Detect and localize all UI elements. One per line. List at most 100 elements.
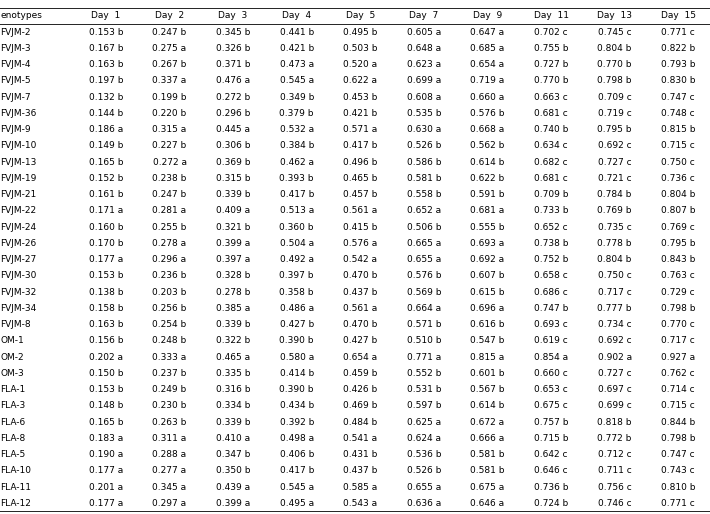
Text: FVJM-30: FVJM-30 bbox=[0, 271, 37, 280]
Text: 0.347 b: 0.347 b bbox=[216, 450, 251, 459]
Text: 0.496 b: 0.496 b bbox=[343, 158, 378, 167]
Text: 0.740 b: 0.740 b bbox=[534, 125, 568, 134]
Text: 0.459 b: 0.459 b bbox=[343, 369, 378, 378]
Text: 0.153 b: 0.153 b bbox=[89, 271, 124, 280]
Text: 0.664 a: 0.664 a bbox=[407, 304, 441, 313]
Text: 0.736 b: 0.736 b bbox=[534, 483, 568, 491]
Text: 0.272 b: 0.272 b bbox=[216, 93, 250, 102]
Text: 0.795 b: 0.795 b bbox=[661, 239, 696, 248]
Text: 0.733 b: 0.733 b bbox=[534, 206, 568, 215]
Text: 0.585 a: 0.585 a bbox=[343, 483, 378, 491]
Text: 0.486 a: 0.486 a bbox=[280, 304, 314, 313]
Text: FVJM-22: FVJM-22 bbox=[0, 206, 36, 215]
Text: 0.503 b: 0.503 b bbox=[343, 44, 378, 53]
Text: 0.177 a: 0.177 a bbox=[89, 255, 123, 264]
Text: 0.608 a: 0.608 a bbox=[407, 93, 441, 102]
Text: 0.220 b: 0.220 b bbox=[153, 109, 187, 118]
Text: 0.665 a: 0.665 a bbox=[407, 239, 441, 248]
Text: 0.328 b: 0.328 b bbox=[216, 271, 251, 280]
Text: 0.526 b: 0.526 b bbox=[407, 141, 441, 150]
Text: 0.531 b: 0.531 b bbox=[407, 385, 441, 394]
Text: 0.675 a: 0.675 a bbox=[470, 483, 505, 491]
Text: 0.682 c: 0.682 c bbox=[534, 158, 568, 167]
Text: 0.660 a: 0.660 a bbox=[470, 93, 505, 102]
Text: FVJM-36: FVJM-36 bbox=[0, 109, 37, 118]
Text: 0.717 c: 0.717 c bbox=[661, 336, 695, 345]
Text: 0.160 b: 0.160 b bbox=[89, 223, 124, 232]
Text: 0.555 b: 0.555 b bbox=[470, 223, 505, 232]
Text: 0.476 a: 0.476 a bbox=[216, 77, 250, 85]
Text: 0.569 b: 0.569 b bbox=[407, 287, 441, 297]
Text: 0.369 b: 0.369 b bbox=[216, 158, 251, 167]
Text: 0.406 b: 0.406 b bbox=[280, 450, 314, 459]
Text: 0.417 b: 0.417 b bbox=[280, 466, 314, 475]
Text: 0.822 b: 0.822 b bbox=[661, 44, 695, 53]
Text: Day  9: Day 9 bbox=[473, 11, 502, 21]
Text: 0.385 a: 0.385 a bbox=[216, 304, 250, 313]
Text: 0.717 c: 0.717 c bbox=[598, 287, 631, 297]
Text: 0.495 a: 0.495 a bbox=[280, 499, 314, 508]
Text: 0.692 c: 0.692 c bbox=[598, 336, 631, 345]
Text: 0.647 a: 0.647 a bbox=[471, 28, 505, 36]
Text: FVJM-9: FVJM-9 bbox=[0, 125, 31, 134]
Text: 0.504 a: 0.504 a bbox=[280, 239, 314, 248]
Text: 0.623 a: 0.623 a bbox=[407, 60, 441, 69]
Text: Day  4: Day 4 bbox=[282, 11, 311, 21]
Text: 0.473 a: 0.473 a bbox=[280, 60, 314, 69]
Text: 0.743 c: 0.743 c bbox=[662, 466, 695, 475]
Text: Day  1: Day 1 bbox=[92, 11, 121, 21]
Text: 0.721 c: 0.721 c bbox=[598, 174, 631, 183]
Text: FLA-11: FLA-11 bbox=[0, 483, 31, 491]
Text: FVJM-27: FVJM-27 bbox=[0, 255, 37, 264]
Text: 0.427 b: 0.427 b bbox=[343, 336, 378, 345]
Text: 0.177 a: 0.177 a bbox=[89, 466, 123, 475]
Text: 0.306 b: 0.306 b bbox=[216, 141, 251, 150]
Text: 0.668 a: 0.668 a bbox=[470, 125, 505, 134]
Text: 0.339 b: 0.339 b bbox=[216, 320, 251, 329]
Text: 0.652 a: 0.652 a bbox=[407, 206, 441, 215]
Text: 0.756 c: 0.756 c bbox=[598, 483, 631, 491]
Text: 0.571 a: 0.571 a bbox=[343, 125, 378, 134]
Text: 0.777 b: 0.777 b bbox=[597, 304, 632, 313]
Text: 0.421 b: 0.421 b bbox=[343, 109, 378, 118]
Text: 0.360 b: 0.360 b bbox=[280, 223, 314, 232]
Text: 0.854 a: 0.854 a bbox=[534, 353, 568, 361]
Text: FLA-1: FLA-1 bbox=[0, 385, 26, 394]
Text: 0.630 a: 0.630 a bbox=[407, 125, 441, 134]
Text: 0.379 b: 0.379 b bbox=[280, 109, 314, 118]
Text: 0.607 b: 0.607 b bbox=[470, 271, 505, 280]
Text: 0.542 a: 0.542 a bbox=[344, 255, 377, 264]
Text: FVJM-10: FVJM-10 bbox=[0, 141, 37, 150]
Text: FLA-3: FLA-3 bbox=[0, 401, 26, 410]
Text: 0.655 a: 0.655 a bbox=[407, 255, 441, 264]
Text: 0.138 b: 0.138 b bbox=[89, 287, 124, 297]
Text: 0.798 b: 0.798 b bbox=[597, 77, 632, 85]
Text: 0.642 c: 0.642 c bbox=[535, 450, 568, 459]
Text: 0.770 c: 0.770 c bbox=[661, 320, 695, 329]
Text: 0.795 b: 0.795 b bbox=[597, 125, 632, 134]
Text: FVJM-7: FVJM-7 bbox=[0, 93, 31, 102]
Text: 0.616 b: 0.616 b bbox=[470, 320, 505, 329]
Text: 0.316 b: 0.316 b bbox=[216, 385, 251, 394]
Text: 0.622 a: 0.622 a bbox=[344, 77, 377, 85]
Text: 0.747 b: 0.747 b bbox=[534, 304, 568, 313]
Text: 0.830 b: 0.830 b bbox=[661, 77, 696, 85]
Text: 0.337 a: 0.337 a bbox=[153, 77, 187, 85]
Text: 0.183 a: 0.183 a bbox=[89, 434, 123, 443]
Text: 0.238 b: 0.238 b bbox=[153, 174, 187, 183]
Text: 0.152 b: 0.152 b bbox=[89, 174, 123, 183]
Text: 0.272 a: 0.272 a bbox=[153, 158, 187, 167]
Text: 0.655 a: 0.655 a bbox=[407, 483, 441, 491]
Text: 0.745 c: 0.745 c bbox=[598, 28, 631, 36]
Text: 0.393 b: 0.393 b bbox=[280, 174, 314, 183]
Text: FVJM-5: FVJM-5 bbox=[0, 77, 31, 85]
Text: 0.469 b: 0.469 b bbox=[343, 401, 378, 410]
Text: 0.576 a: 0.576 a bbox=[343, 239, 378, 248]
Text: 0.427 b: 0.427 b bbox=[280, 320, 314, 329]
Text: 0.750 c: 0.750 c bbox=[598, 271, 631, 280]
Text: 0.547 b: 0.547 b bbox=[470, 336, 505, 345]
Text: 0.165 b: 0.165 b bbox=[89, 417, 124, 427]
Text: 0.778 b: 0.778 b bbox=[597, 239, 632, 248]
Text: 0.334 b: 0.334 b bbox=[216, 401, 251, 410]
Text: 0.439 a: 0.439 a bbox=[216, 483, 250, 491]
